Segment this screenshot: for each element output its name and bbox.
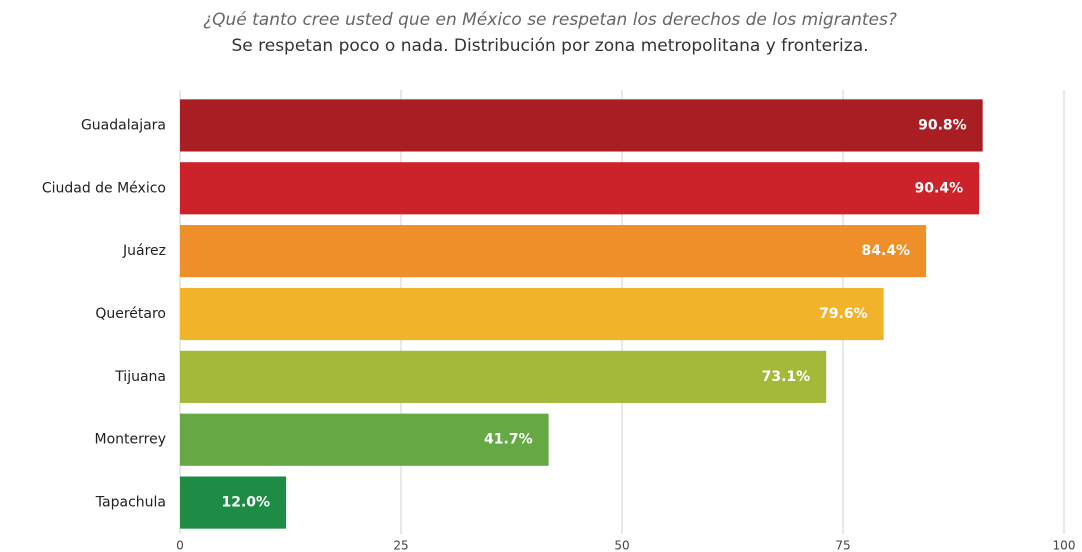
y-tick-label: Juárez bbox=[122, 243, 166, 259]
x-tick-label: 0 bbox=[176, 539, 184, 552]
value-label: 84.4% bbox=[862, 243, 911, 259]
value-label: 73.1% bbox=[762, 369, 811, 385]
x-tick-label: 100 bbox=[1053, 539, 1076, 552]
bar bbox=[180, 225, 927, 278]
bar bbox=[180, 99, 983, 152]
x-tick-label: 75 bbox=[835, 539, 850, 552]
x-tick-label: 25 bbox=[393, 539, 408, 552]
y-tick-label: Guadalajara bbox=[81, 117, 166, 133]
value-label: 79.6% bbox=[819, 306, 868, 322]
chart-title: ¿Qué tanto cree usted que en México se r… bbox=[203, 10, 897, 30]
y-tick-label: Tapachula bbox=[95, 495, 166, 511]
bar bbox=[180, 162, 980, 215]
y-tick-label: Tijuana bbox=[114, 369, 166, 385]
bar bbox=[180, 476, 287, 529]
value-label: 41.7% bbox=[484, 432, 533, 448]
y-tick-label: Ciudad de México bbox=[42, 180, 166, 196]
value-label: 12.0% bbox=[222, 495, 271, 511]
y-tick-label: Monterrey bbox=[95, 432, 166, 448]
value-label: 90.8% bbox=[918, 117, 967, 133]
bar bbox=[180, 287, 884, 341]
y-tick-label: Querétaro bbox=[95, 306, 166, 322]
bar bbox=[180, 350, 827, 403]
bar bbox=[180, 413, 549, 466]
chart-subtitle: Se respetan poco o nada. Distribución po… bbox=[231, 36, 868, 56]
value-label: 90.4% bbox=[915, 180, 964, 196]
x-tick-label: 50 bbox=[614, 539, 629, 552]
